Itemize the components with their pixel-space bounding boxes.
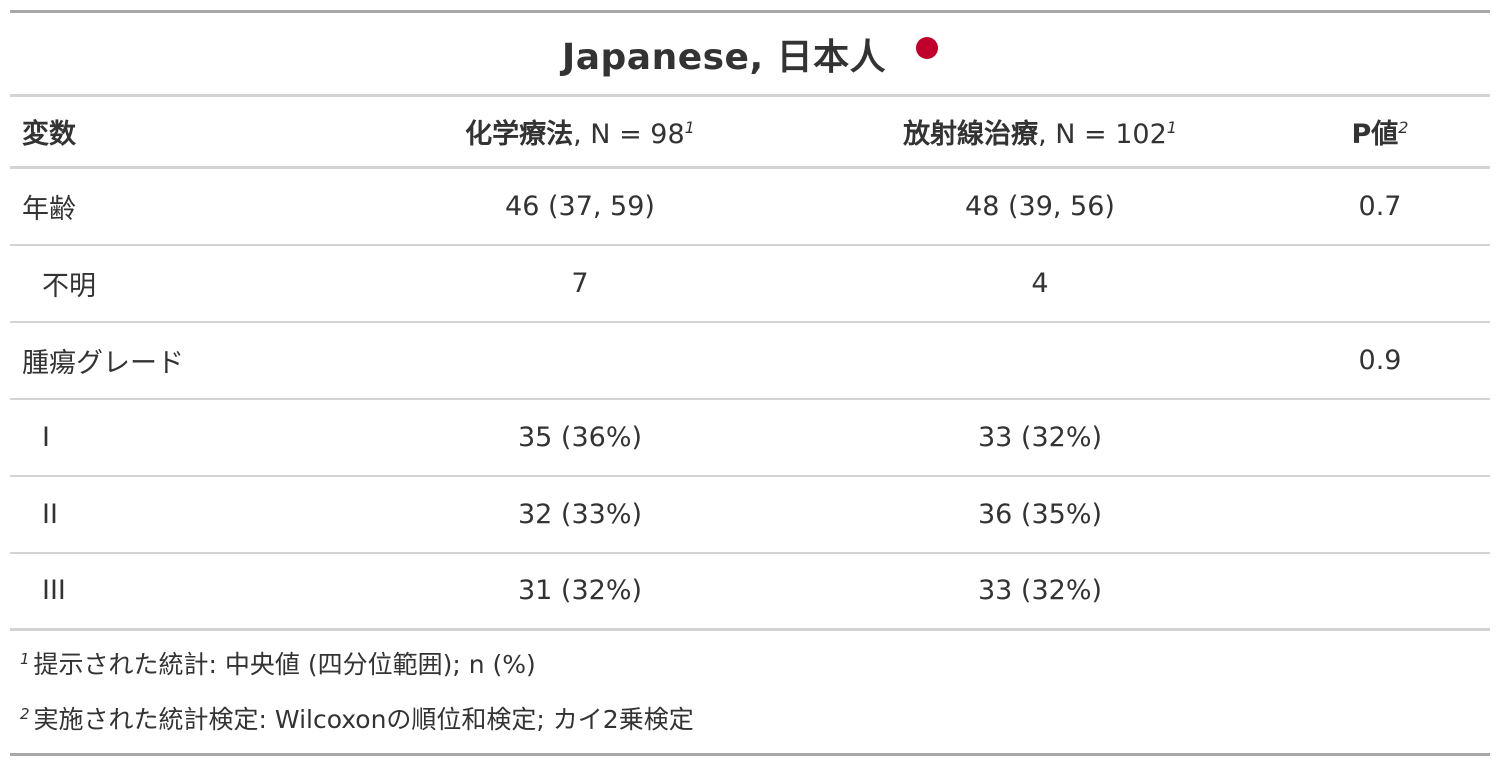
row-label: 不明 bbox=[10, 244, 350, 323]
header-pvalue-label: P値 bbox=[1351, 119, 1399, 150]
header-radio-label: 放射線治療 bbox=[903, 119, 1039, 150]
row-label: 年齢 bbox=[10, 167, 350, 246]
footnotes: 1 提示された統計: 中央値 (四分位範囲); n (%) 2 実施された統計検定:… bbox=[10, 631, 1490, 756]
radio-cell: 33 (32%) bbox=[810, 552, 1270, 631]
header-pvalue-footnote-mark: 2 bbox=[1398, 118, 1409, 137]
top-rule bbox=[10, 10, 1490, 13]
header-variable: 変数 bbox=[10, 97, 350, 169]
chemo-cell: 46 (37, 59) bbox=[350, 167, 810, 246]
row-label: I bbox=[10, 398, 350, 477]
radio-cell bbox=[810, 321, 1270, 400]
summary-table: Japanese, 日本人 変数 化学療法, N = 981 放射線治療, N … bbox=[10, 10, 1490, 756]
chemo-cell: 31 (32%) bbox=[350, 552, 810, 631]
radio-cell: 48 (39, 56) bbox=[810, 167, 1270, 246]
table-title-row: Japanese, 日本人 bbox=[10, 13, 1490, 97]
radio-cell: 33 (32%) bbox=[810, 398, 1270, 477]
header-radio-n: , N = 102 bbox=[1038, 119, 1167, 150]
footnote-text: 提示された統計: 中央値 (四分位範囲); n (%) bbox=[33, 650, 536, 679]
chemo-cell: 35 (36%) bbox=[350, 398, 810, 477]
radio-cell: 36 (35%) bbox=[810, 475, 1270, 554]
table-row: III 31 (32%) 33 (32%) bbox=[10, 552, 1490, 631]
header-chemo-footnote-mark: 1 bbox=[684, 118, 695, 137]
row-label: II bbox=[10, 475, 350, 554]
pvalue-cell: 0.9 bbox=[1270, 321, 1490, 400]
footnote: 2 実施された統計検定: Wilcoxonの順位和検定; カイ2乗検定 bbox=[10, 692, 1490, 747]
table-row: 年齢 46 (37, 59) 48 (39, 56) 0.7 bbox=[10, 167, 1490, 246]
chemo-cell bbox=[350, 321, 810, 400]
header-pvalue: P値2 bbox=[1270, 97, 1490, 169]
radio-cell: 4 bbox=[810, 244, 1270, 323]
header-radio: 放射線治療, N = 1021 bbox=[810, 97, 1270, 169]
header-row: 変数 化学療法, N = 981 放射線治療, N = 1021 P値2 bbox=[10, 97, 1490, 169]
table-row: 腫瘍グレード 0.9 bbox=[10, 321, 1490, 400]
pvalue-cell bbox=[1270, 244, 1490, 323]
header-chemo: 化学療法, N = 981 bbox=[350, 97, 810, 169]
table-row: 不明 7 4 bbox=[10, 244, 1490, 323]
pvalue-cell bbox=[1270, 398, 1490, 477]
chemo-cell: 32 (33%) bbox=[350, 475, 810, 554]
footnote-text: 実施された統計検定: Wilcoxonの順位和検定; カイ2乗検定 bbox=[33, 705, 694, 734]
data-table: 変数 化学療法, N = 981 放射線治療, N = 1021 P値2 年齢 … bbox=[10, 97, 1490, 631]
header-radio-footnote-mark: 1 bbox=[1166, 118, 1177, 137]
footnote-mark: 1 bbox=[20, 649, 30, 668]
pvalue-cell bbox=[1270, 552, 1490, 631]
table-row: I 35 (36%) 33 (32%) bbox=[10, 398, 1490, 477]
pvalue-cell: 0.7 bbox=[1270, 167, 1490, 246]
footnote-mark: 2 bbox=[20, 704, 30, 723]
row-label: 腫瘍グレード bbox=[10, 321, 350, 400]
header-chemo-label: 化学療法 bbox=[465, 119, 574, 150]
table-title: Japanese, 日本人 bbox=[561, 36, 887, 78]
header-chemo-n: , N = 98 bbox=[573, 119, 685, 150]
row-label: III bbox=[10, 552, 350, 631]
chemo-cell: 7 bbox=[350, 244, 810, 323]
pvalue-cell bbox=[1270, 475, 1490, 554]
table-row: II 32 (33%) 36 (35%) bbox=[10, 475, 1490, 554]
header-variable-label: 変数 bbox=[22, 119, 76, 150]
footnote: 1 提示された統計: 中央値 (四分位範囲); n (%) bbox=[10, 637, 1490, 692]
japan-flag-dot-icon bbox=[916, 36, 939, 59]
